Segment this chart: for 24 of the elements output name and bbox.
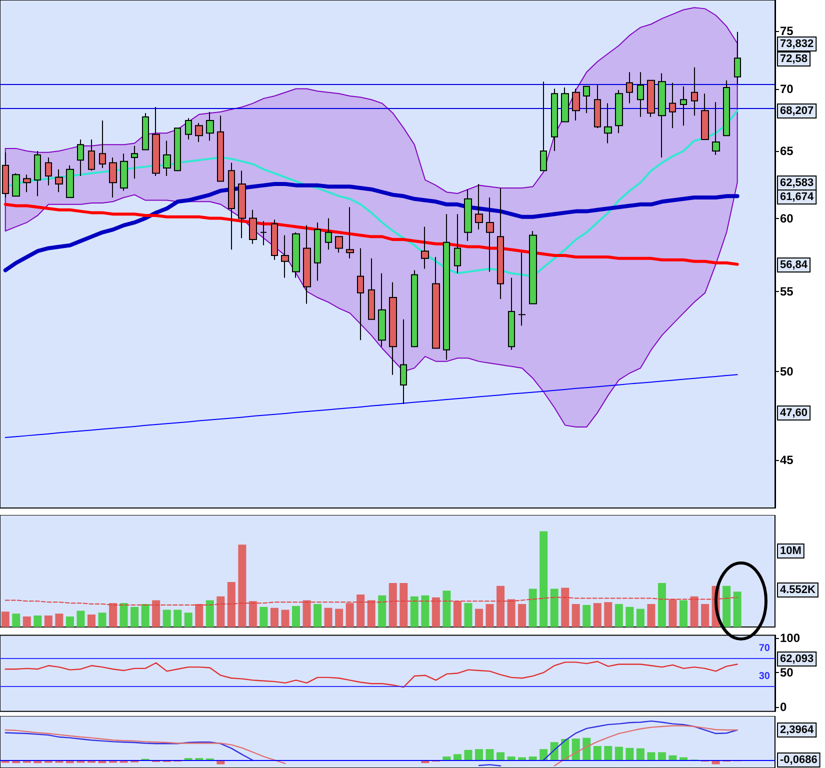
- text: 72,58: [780, 53, 808, 65]
- y-tick-label: 65: [780, 144, 794, 158]
- text: -0,0686: [780, 754, 818, 766]
- text: 10M: [780, 545, 802, 557]
- y-tick-label: 55: [780, 284, 794, 298]
- text: 47,60: [780, 407, 808, 419]
- text: 2,3964: [780, 724, 815, 736]
- ref-line-label: 70: [758, 643, 770, 654]
- y-tick-label: 100: [780, 630, 800, 645]
- text: 62,583: [780, 177, 814, 189]
- y-tick-label: 75: [780, 24, 794, 38]
- y-tick-label: 0: [780, 700, 787, 714]
- text: 4.552K: [780, 584, 816, 596]
- text: 68,207: [780, 105, 814, 117]
- y-tick-label: 50: [780, 364, 794, 378]
- y-tick-label: 45: [780, 452, 794, 467]
- text: 62,093: [780, 653, 814, 665]
- y-tick-label: 70: [780, 82, 794, 96]
- ref-line-label: 30: [758, 670, 770, 682]
- text: 56,84: [780, 259, 808, 271]
- y-tick-label: 60: [780, 211, 794, 226]
- text: 73,832: [780, 38, 814, 50]
- y-tick-label: 50: [780, 666, 794, 680]
- text: 61,674: [780, 191, 815, 203]
